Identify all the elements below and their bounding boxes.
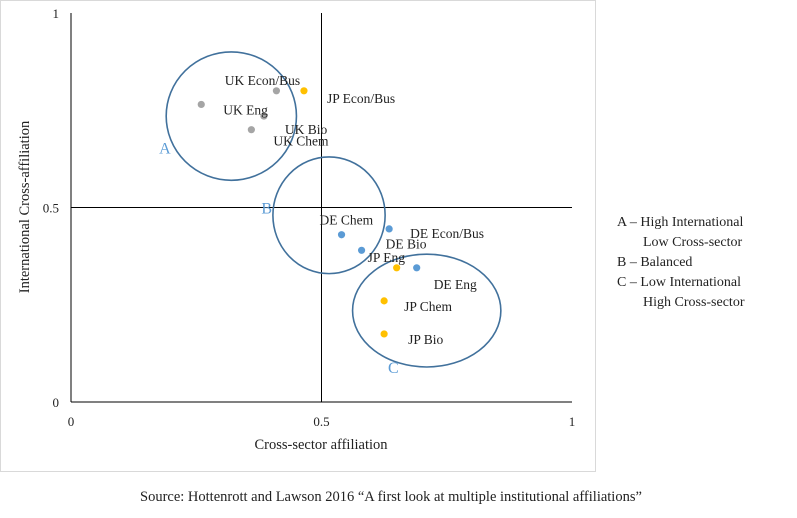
point-label-de-eng: DE Eng xyxy=(434,277,477,292)
point-jp-econ-bus xyxy=(300,87,308,95)
x-axis-label: Cross-sector affiliation xyxy=(254,437,388,453)
legend-entry-c-subtitle: High Cross-sector xyxy=(643,295,745,310)
point-jp-bio xyxy=(380,330,388,338)
scatter-chart: 0 0.5 1 0 0.5 1 A B C UK Econ/Bus UK Eng UK BioUK… xyxy=(17,6,576,453)
x-tick-label: 1 xyxy=(569,414,576,429)
y-tick-label: 0.5 xyxy=(43,201,59,216)
legend-entry-c-title: C – Low International xyxy=(617,275,742,290)
point-label-uk-bio: UK Bio xyxy=(285,122,328,137)
cluster-label-c: C xyxy=(388,360,399,377)
point-jp-chem xyxy=(380,297,388,305)
cluster-circles: A B C xyxy=(159,51,502,377)
point-uk-eng xyxy=(197,100,205,109)
axes: 0 0.5 1 0 0.5 1 xyxy=(43,6,576,429)
source-caption: Source: Hottenrott and Lawson 2016 “A fi… xyxy=(140,489,642,505)
cluster-circle-a xyxy=(165,51,298,182)
point-de-chem xyxy=(337,231,346,239)
point-label-de-econ-bus: DE Econ/Bus xyxy=(410,226,484,241)
point-uk-bio xyxy=(260,112,268,120)
cluster-circle-b xyxy=(272,156,386,275)
legend-entry-b-title: B – Balanced xyxy=(617,255,693,270)
point-label-uk-econ-bus: UK Econ/Bus xyxy=(225,73,300,88)
cluster-circle-c xyxy=(351,253,502,368)
legend-entry-b: B – Balanced xyxy=(617,253,792,273)
point-label-de-chem: DE Chem xyxy=(320,213,374,228)
point-de-econ-bus xyxy=(385,225,393,233)
legend: A – High International Low Cross-sector … xyxy=(617,213,792,313)
point-label-jp-eng: JP Eng xyxy=(368,250,406,265)
cluster-label-b: B xyxy=(261,200,272,217)
point-de-eng xyxy=(413,264,421,272)
point-label-jp-bio: JP Bio xyxy=(408,332,443,347)
y-tick-label: 0 xyxy=(53,395,60,410)
data-points xyxy=(197,87,421,338)
point-uk-econ-bus xyxy=(272,87,281,95)
point-jp-eng xyxy=(393,264,401,272)
x-tick-label: 0 xyxy=(68,414,75,429)
legend-entry-a-subtitle: Low Cross-sector xyxy=(643,235,743,250)
legend-entry-c: C – Low International High Cross-sector xyxy=(617,273,792,313)
y-tick-label: 1 xyxy=(53,6,60,21)
point-label-uk-chem: UK Chem xyxy=(273,134,329,149)
point-label-uk-eng: UK Eng xyxy=(223,102,268,117)
x-tick-label: 0.5 xyxy=(313,414,329,429)
y-axis-label: International Cross-affiliation xyxy=(17,120,33,293)
point-uk-chem xyxy=(247,126,255,134)
chart-frame: 0 0.5 1 0 0.5 1 A B C UK Econ/Bus UK Eng UK Bio UK… xyxy=(0,0,596,472)
point-label-jp-chem: JP Chem xyxy=(404,299,452,314)
point-label-de-bio: DE Bio xyxy=(386,236,427,251)
cluster-label-a: A xyxy=(159,140,171,157)
point-de-bio xyxy=(357,246,366,254)
legend-entry-a-title: A – High International xyxy=(617,215,744,230)
point-label-jp-econ-bus: JP Econ/Bus xyxy=(327,91,395,106)
legend-entry-a: A – High International Low Cross-sector xyxy=(617,213,792,253)
